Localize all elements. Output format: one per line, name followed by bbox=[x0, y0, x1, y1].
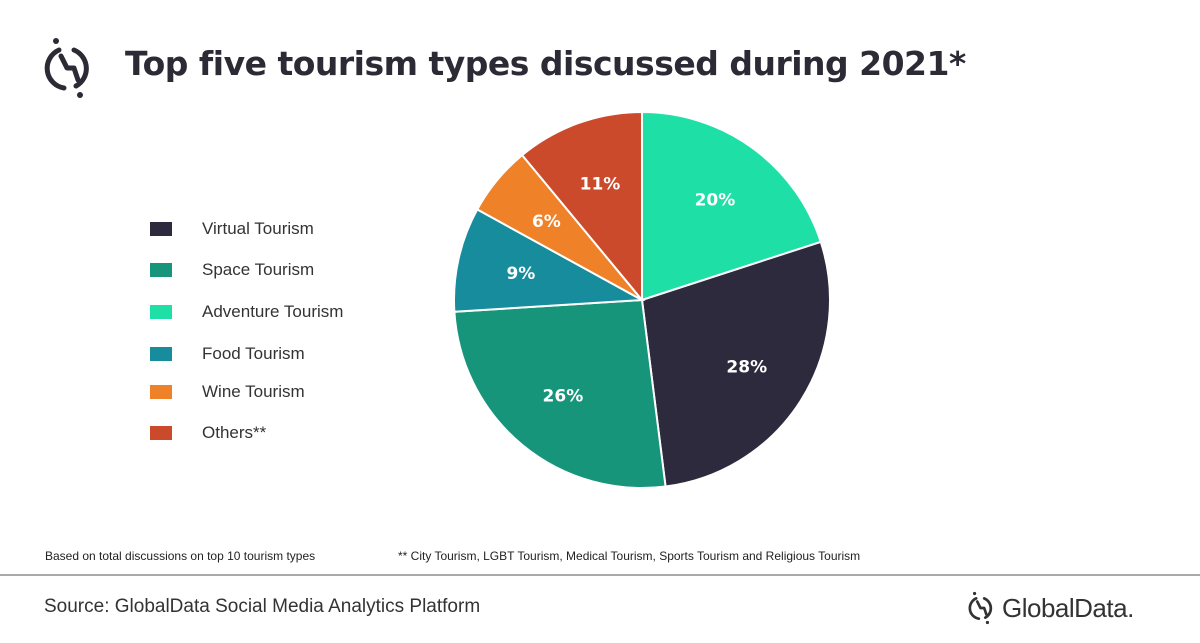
legend-item: Space Tourism bbox=[150, 260, 314, 280]
pie-slice bbox=[453, 298, 667, 489]
pie-slice bbox=[520, 110, 643, 303]
legend-item: Virtual Tourism bbox=[150, 219, 314, 239]
legend-swatch bbox=[150, 305, 172, 319]
legend-swatch bbox=[150, 426, 172, 440]
slice-data-label: 11% bbox=[580, 174, 621, 194]
footnote-others: ** City Tourism, LGBT Tourism, Medical T… bbox=[398, 549, 861, 563]
legend-label: Food Tourism bbox=[202, 344, 305, 363]
slice-data-label: 20% bbox=[695, 191, 736, 211]
chart-title: Top five tourism types discussed during … bbox=[125, 44, 966, 83]
legend-item: Others** bbox=[150, 423, 266, 443]
legend-item: Adventure Tourism bbox=[150, 302, 343, 322]
legend-label: Wine Tourism bbox=[202, 382, 305, 401]
divider bbox=[0, 574, 1200, 576]
legend-swatch bbox=[150, 222, 172, 236]
pie-slice bbox=[640, 240, 831, 488]
legend-label: Adventure Tourism bbox=[202, 302, 344, 321]
slice-data-label: 26% bbox=[543, 387, 584, 407]
pie-chart: 20% 28% 26% 9% 6% 11% bbox=[453, 110, 831, 489]
legend-swatch bbox=[150, 385, 172, 399]
slice-data-label: 28% bbox=[726, 357, 767, 377]
legend-swatch bbox=[150, 347, 172, 361]
slice-data-label: 9% bbox=[506, 264, 535, 284]
globaldata-logo-icon bbox=[44, 38, 89, 98]
footnote-basis: Based on total discussions on top 10 tou… bbox=[45, 549, 316, 563]
slice-data-label: 6% bbox=[532, 212, 561, 232]
legend-item: Wine Tourism bbox=[150, 382, 305, 402]
brand-logo: GlobalData. bbox=[966, 590, 1134, 626]
legend-swatch bbox=[150, 263, 172, 277]
brand-name: GlobalData. bbox=[1002, 592, 1134, 623]
legend-label: Virtual Tourism bbox=[202, 219, 314, 238]
pie-slice bbox=[641, 110, 823, 302]
legend-label: Others** bbox=[202, 423, 267, 442]
pie-slice bbox=[453, 208, 646, 313]
source-text: Source: GlobalData Social Media Analytic… bbox=[44, 596, 481, 617]
globaldata-logo-icon bbox=[968, 591, 993, 625]
legend-label: Space Tourism bbox=[202, 260, 315, 279]
legend-item: Food Tourism bbox=[150, 344, 305, 364]
